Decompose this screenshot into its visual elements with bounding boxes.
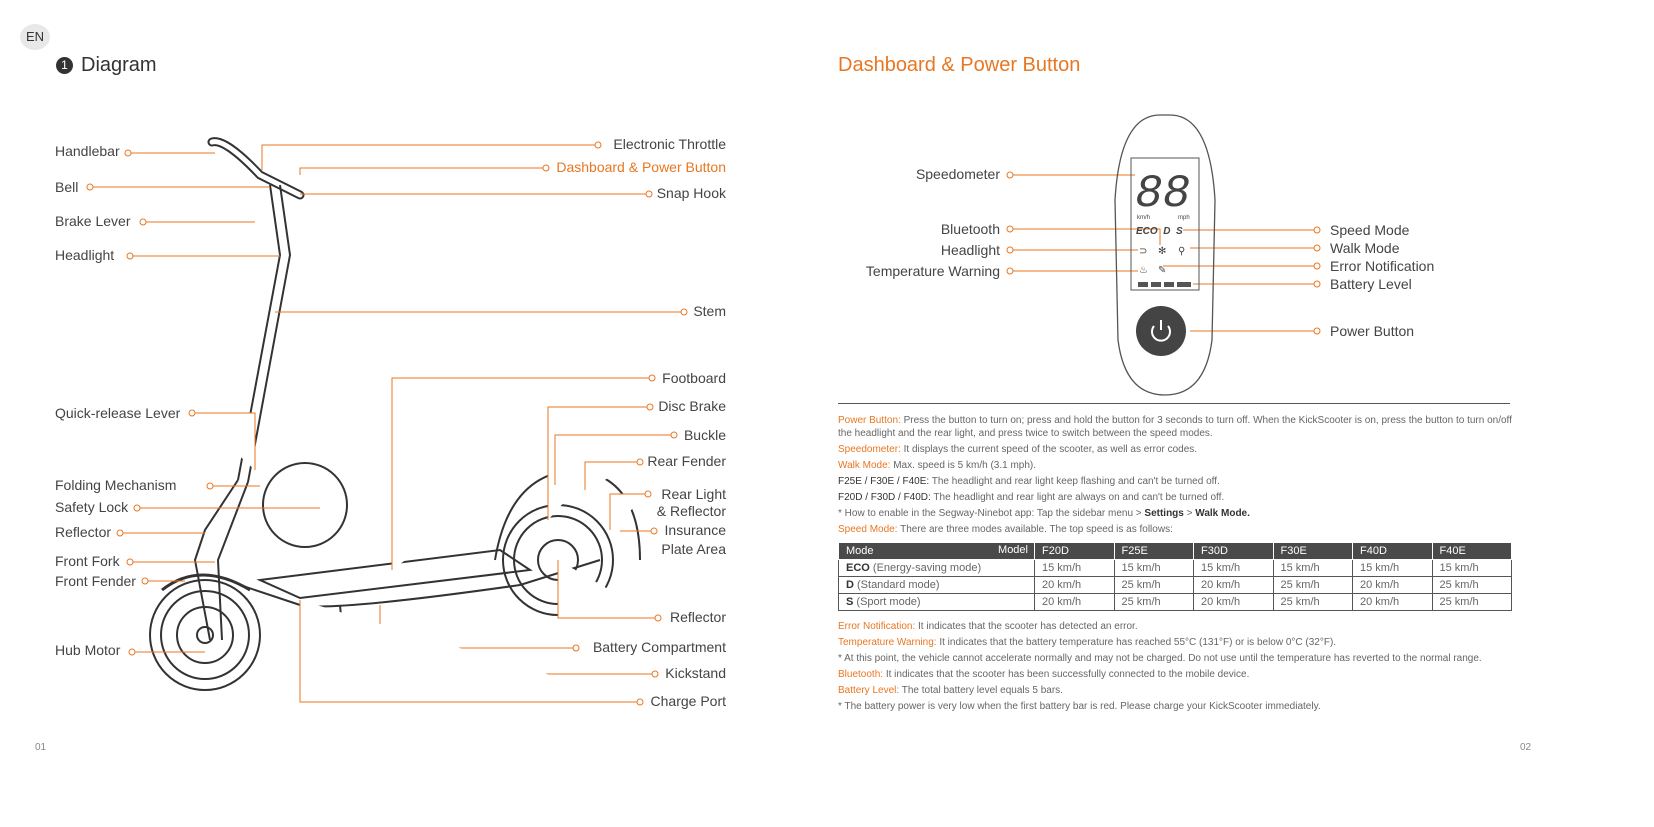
label-disc-brake: Disc Brake <box>658 398 726 414</box>
label-electronic-throttle: Electronic Throttle <box>613 136 726 152</box>
label-bell: Bell <box>55 179 79 195</box>
label-speed-mode: Speed Mode <box>1330 222 1410 238</box>
label-hub-motor: Hub Motor <box>55 642 121 658</box>
section-number: 1 <box>56 57 73 74</box>
label-rear-light: Rear Light <box>661 486 726 502</box>
walk-icon: ⚲ <box>1178 246 1185 257</box>
leader-lines <box>86 141 1321 706</box>
section-title: 1 Diagram <box>56 54 157 77</box>
description-top: Power Button: Press the button to turn o… <box>838 415 1512 535</box>
label-brake-lever: Brake Lever <box>55 213 131 229</box>
thermometer-icon: ♨ <box>1139 265 1148 276</box>
label-walk-mode: Walk Mode <box>1330 240 1400 256</box>
table-row: ECO (Energy-saving mode) 15 km/h 15 km/h 15… <box>838 559 1512 577</box>
label-plate-area: Plate Area <box>661 541 726 557</box>
label-safety-lock: Safety Lock <box>55 499 129 515</box>
mode-indicators: ECO D S <box>1136 226 1183 237</box>
label-bluetooth: Bluetooth <box>940 221 1000 237</box>
label-speedometer: Speedometer <box>915 166 1000 182</box>
label-stem: Stem <box>693 303 726 319</box>
power-button <box>1136 306 1186 356</box>
headlight-icon: ⊃ <box>1139 246 1147 257</box>
label-battery-compartment: Battery Compartment <box>592 639 726 655</box>
label-folding-mechanism: Folding Mechanism <box>55 477 177 493</box>
label-front-fender: Front Fender <box>55 573 136 589</box>
scooter-illustration <box>149 137 641 691</box>
table-row: S (Sport mode) 20 km/h 25 km/h 20 km/h 25 km… <box>838 593 1512 611</box>
label-rear-light-reflector: & Reflector <box>656 503 726 519</box>
language-badge: EN <box>20 24 50 50</box>
wrench-icon: ✎ <box>1158 265 1166 276</box>
label-headlight: Headlight <box>55 247 115 263</box>
divider <box>838 403 1510 404</box>
unit-mph: mph <box>1178 215 1190 221</box>
label-footboard: Footboard <box>662 370 726 386</box>
label-handlebar: Handlebar <box>55 143 120 159</box>
page-number-left: 01 <box>35 742 47 753</box>
label-power-button: Power Button <box>1330 323 1415 339</box>
label-insurance: Insurance <box>664 522 726 538</box>
label-reflector-rear: Reflector <box>669 609 726 625</box>
label-dashboard-power-button: Dashboard & Power Button <box>556 159 726 175</box>
bluetooth-icon: ✻ <box>1158 246 1166 257</box>
label-kickstand: Kickstand <box>665 665 726 681</box>
label-charge-port: Charge Port <box>650 693 726 709</box>
speed-digits: 88 <box>1135 168 1190 220</box>
unit-kmh: km/h <box>1137 215 1150 221</box>
label-temperature-warning: Temperature Warning <box>865 263 1000 279</box>
page-number-right: 02 <box>1520 742 1532 753</box>
corner-cell: Mode Model <box>838 542 1035 560</box>
table-header: Mode Model F20D F25E F30D F30E F40D F40E <box>838 542 1512 560</box>
label-rear-fender: Rear Fender <box>647 453 726 469</box>
dashboard-title: Dashboard & Power Button <box>838 54 1081 76</box>
label-error-notification: Error Notification <box>1330 258 1435 274</box>
label-battery-level: Battery Level <box>1330 276 1412 292</box>
label-quick-release-lever: Quick-release Lever <box>55 405 181 421</box>
table-row: D (Standard mode) 20 km/h 25 km/h 20 km/h 25… <box>838 576 1512 594</box>
label-snap-hook: Snap Hook <box>656 185 726 201</box>
speed-table: Mode Model F20D F25E F30D F30E F40D F40E ECO (… <box>838 542 1512 611</box>
description-bottom: Error Notification: It indicates that th… <box>838 621 1482 712</box>
label-front-fork: Front Fork <box>55 553 120 569</box>
dashboard-illustration <box>1114 114 1216 396</box>
label-buckle: Buckle <box>683 427 726 443</box>
diagram-title: Diagram <box>81 54 157 76</box>
label-reflector-front: Reflector <box>55 524 112 540</box>
label-headlight-indicator: Headlight <box>940 242 1000 258</box>
